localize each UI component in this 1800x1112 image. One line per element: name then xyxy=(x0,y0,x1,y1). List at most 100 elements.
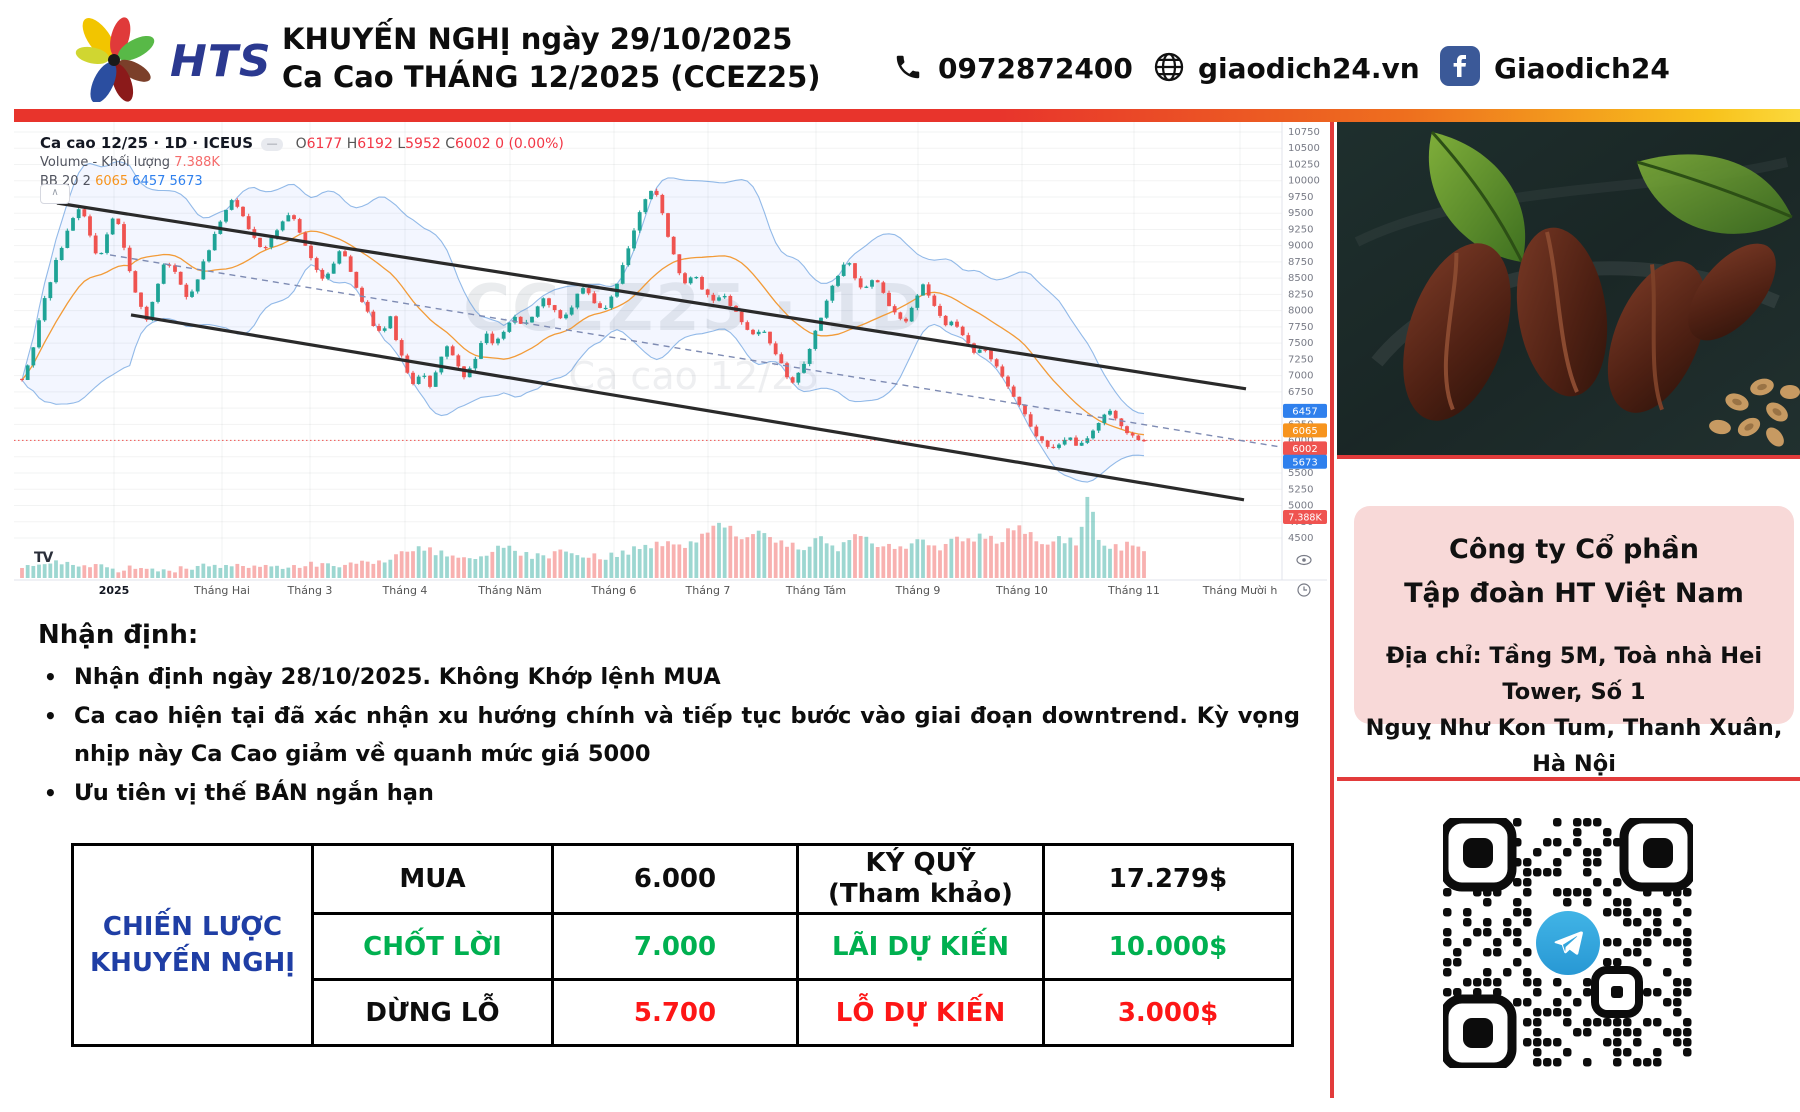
svg-text:Tháng 3: Tháng 3 xyxy=(287,584,333,597)
svg-text:Tháng Năm: Tháng Năm xyxy=(477,584,542,597)
svg-text:9750: 9750 xyxy=(1288,192,1313,203)
tradingview-logo[interactable]: TV xyxy=(34,550,53,566)
svg-text:7750: 7750 xyxy=(1288,322,1313,333)
svg-text:8000: 8000 xyxy=(1288,306,1313,317)
margin-label: KÝ QUỸ (Tham khảo) xyxy=(796,843,1045,915)
svg-text:Tháng 7: Tháng 7 xyxy=(685,584,731,597)
expected-gain-label: LÃI DỰ KIẾN xyxy=(796,912,1045,981)
vertical-divider xyxy=(1330,122,1334,1098)
candles-layer xyxy=(20,188,1146,450)
svg-text:Tháng Hai: Tháng Hai xyxy=(193,584,250,597)
svg-text:10000: 10000 xyxy=(1288,176,1320,187)
strategy-table: CHIẾN LƯỢC KHUYẾN NGHỊ MUA 6.000 KÝ QUỸ … xyxy=(71,843,1294,1047)
svg-text:10750: 10750 xyxy=(1288,127,1320,138)
facebook-icon xyxy=(1440,46,1480,86)
svg-text:Tháng Tám: Tháng Tám xyxy=(785,584,846,597)
svg-text:9250: 9250 xyxy=(1288,224,1313,235)
annotations-layer xyxy=(14,201,1282,502)
right-divider-2 xyxy=(1337,777,1800,781)
page-title-line1: KHUYẾN NGHỊ ngày 29/10/2025 xyxy=(282,22,793,56)
svg-text:Tháng Mười h: Tháng Mười h xyxy=(1202,584,1278,597)
eye-icon[interactable] xyxy=(1296,554,1312,566)
header-divider-bar xyxy=(14,109,1800,122)
svg-text:7000: 7000 xyxy=(1288,371,1313,382)
chart-legend-volume: Volume - Khối lượng 7.388K xyxy=(40,155,220,170)
svg-text:6750: 6750 xyxy=(1288,387,1313,398)
qr-code xyxy=(1439,814,1697,1072)
legend-collapse-button[interactable]: ∧ xyxy=(40,184,70,204)
phone-icon xyxy=(893,52,923,86)
company-title-line2: Tập đoàn HT Việt Nam xyxy=(1404,578,1744,609)
hts-logo-text: HTS xyxy=(170,36,272,87)
buy-label: MUA xyxy=(311,843,554,915)
stop-loss-label: DỪNG LỖ xyxy=(311,978,554,1047)
chart-watermark-name: Ca cao 12/25 xyxy=(568,354,820,398)
phone-number[interactable]: 0972872400 xyxy=(938,52,1133,85)
svg-text:8750: 8750 xyxy=(1288,257,1313,268)
company-address-line1: Địa chỉ: Tầng 5M, Toà nhà Hei Tower, Số … xyxy=(1385,643,1763,705)
analysis-bullet-3: Ưu tiên vị thế BÁN ngắn hạn xyxy=(38,774,1300,812)
svg-text:6457: 6457 xyxy=(1292,406,1317,417)
hts-logo xyxy=(62,10,166,104)
svg-text:5673: 5673 xyxy=(1292,457,1317,468)
svg-text:Tháng 4: Tháng 4 xyxy=(382,584,428,597)
website-link[interactable]: giaodich24.vn xyxy=(1198,52,1420,85)
qr-code-graphic xyxy=(1439,814,1697,1072)
company-info-card: Công ty Cổ phần Tập đoàn HT Việt Nam Địa… xyxy=(1354,506,1794,777)
globe-icon xyxy=(1152,50,1186,88)
svg-text:6002: 6002 xyxy=(1292,444,1317,455)
clock-icon[interactable] xyxy=(1297,583,1311,597)
analysis-bullet-2: Ca cao hiện tại đã xác nhận xu hướng chí… xyxy=(38,697,1300,773)
svg-text:Tháng 6: Tháng 6 xyxy=(591,584,637,597)
svg-text:9000: 9000 xyxy=(1288,241,1313,252)
analysis-bullet-1: Nhận định ngày 28/10/2025. Không Khớp lệ… xyxy=(38,658,1300,696)
svg-text:8500: 8500 xyxy=(1288,273,1313,284)
svg-text:Tháng 9: Tháng 9 xyxy=(895,584,941,597)
candlestick-chart[interactable]: 4500475050005250550057506000625065006750… xyxy=(14,122,1327,600)
svg-text:6065: 6065 xyxy=(1292,426,1317,437)
strategy-header-cell: CHIẾN LƯỢC KHUYẾN NGHỊ xyxy=(71,843,314,1047)
svg-text:5500: 5500 xyxy=(1288,468,1313,479)
table-row: CHỐT LỜI 7.000 LÃI DỰ KIẾN 10.000$ xyxy=(73,912,1294,981)
volume-layer xyxy=(20,496,1146,578)
svg-text:10500: 10500 xyxy=(1288,143,1320,154)
chart-legend-row1: Ca cao 12/25 · 1D · ICEUS — O6177 H6192 L… xyxy=(40,134,564,152)
take-profit-price: 7.000 xyxy=(551,912,799,981)
stop-loss-price: 5.700 xyxy=(551,978,799,1047)
right-divider-1 xyxy=(1337,455,1800,459)
expected-loss-label: LỖ DỰ KIẾN xyxy=(796,978,1045,1047)
scale-icons-layer xyxy=(1296,554,1312,597)
svg-text:7.388K: 7.388K xyxy=(1288,513,1322,524)
facebook-name[interactable]: Giaodich24 xyxy=(1494,52,1670,85)
table-row: CHIẾN LƯỢC KHUYẾN NGHỊ MUA 6.000 KÝ QUỸ … xyxy=(71,843,1294,1047)
svg-text:4500: 4500 xyxy=(1288,533,1313,544)
expected-loss-value: 3.000$ xyxy=(1042,978,1294,1047)
svg-text:10250: 10250 xyxy=(1288,159,1320,170)
telegram-icon xyxy=(1536,911,1600,975)
svg-text:6000: 6000 xyxy=(1288,436,1313,447)
svg-text:7250: 7250 xyxy=(1288,354,1313,365)
svg-text:9500: 9500 xyxy=(1288,208,1313,219)
legend-toggle-pill[interactable]: — xyxy=(261,137,284,151)
margin-value: 17.279$ xyxy=(1042,843,1294,915)
chart-symbol-label[interactable]: Ca cao 12/25 · 1D · ICEUS xyxy=(40,134,254,152)
svg-text:8250: 8250 xyxy=(1288,289,1313,300)
trading-chart-panel: CCEZ25 · 1D Ca cao 12/25 450047505000525… xyxy=(14,122,1327,600)
svg-text:5250: 5250 xyxy=(1288,484,1313,495)
analysis-heading: Nhận định: xyxy=(38,620,199,650)
company-title-line1: Công ty Cổ phần xyxy=(1449,534,1699,565)
svg-text:2025: 2025 xyxy=(99,584,130,597)
svg-text:7500: 7500 xyxy=(1288,338,1313,349)
cocoa-photo xyxy=(1337,122,1800,455)
svg-text:Tháng 11: Tháng 11 xyxy=(1107,584,1160,597)
svg-text:5000: 5000 xyxy=(1288,501,1313,512)
table-row: DỪNG LỖ 5.700 LỖ DỰ KIẾN 3.000$ xyxy=(73,978,1294,1047)
page-title-line2: Ca Cao THÁNG 12/2025 (CCEZ25) xyxy=(282,60,821,94)
svg-text:Tháng 10: Tháng 10 xyxy=(995,584,1048,597)
chart-watermark-symbol: CCEZ25 · 1D xyxy=(344,272,1044,346)
cocoa-photo-illustration xyxy=(1337,122,1800,455)
price-tags-layer: 6457 6065 6002 5673 7.388K xyxy=(1283,403,1327,524)
take-profit-label: CHỐT LỜI xyxy=(311,912,554,981)
buy-price: 6.000 xyxy=(551,843,799,915)
